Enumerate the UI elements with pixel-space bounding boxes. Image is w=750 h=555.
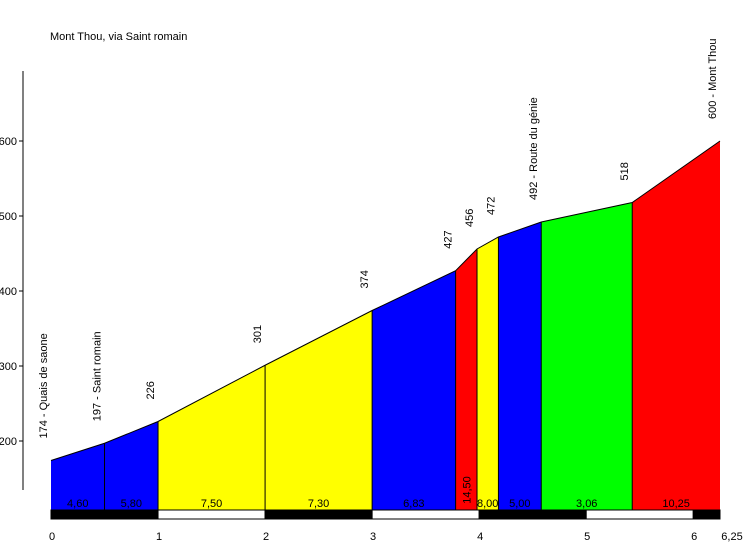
x-tick-label: 6,25: [721, 531, 742, 543]
profile-segment: [541, 202, 633, 510]
x-scale-block: [692, 509, 721, 520]
x-tick-label: 2: [263, 531, 269, 543]
x-tick-label: 5: [584, 531, 590, 543]
profile-segment: [104, 421, 159, 510]
x-tick-label: 4: [477, 531, 483, 543]
point-label: 472: [485, 197, 497, 215]
x-tick-label: 1: [156, 531, 162, 543]
x-scale-block: [585, 509, 694, 520]
point-label: 301: [252, 325, 264, 343]
x-scale-block: [50, 509, 159, 520]
y-tick-label: 500: [0, 211, 17, 223]
gradient-label: 5,00: [509, 498, 530, 510]
profile-segment: [498, 222, 542, 510]
profile-segment: [158, 365, 266, 510]
point-label: 492 - Route du génie: [528, 97, 540, 200]
profile-segment: [477, 237, 499, 510]
y-tick-label: 300: [0, 361, 17, 373]
y-tick-label: 400: [0, 286, 17, 298]
point-label: 226: [145, 381, 157, 399]
point-label: 456: [464, 209, 476, 227]
point-label: 374: [359, 270, 371, 288]
x-tick-label: 0: [49, 531, 55, 543]
gradient-label: 10,25: [662, 498, 690, 510]
profile-segment: [372, 270, 456, 510]
gradient-label: 4,60: [67, 498, 88, 510]
point-label: 427: [443, 230, 455, 248]
gradient-label: 3,06: [576, 498, 597, 510]
gradient-label: 14,50: [461, 476, 473, 504]
x-scale-block: [264, 509, 373, 520]
gradient-label: 6,83: [403, 498, 424, 510]
gradient-label: 7,50: [201, 498, 222, 510]
x-scale-block: [371, 509, 480, 520]
x-tick-label: 6: [691, 531, 697, 543]
gradient-label: 7,30: [308, 498, 329, 510]
y-tick-label: 600: [0, 136, 17, 148]
point-label: 518: [619, 162, 631, 180]
profile-segment: [455, 249, 478, 510]
point-label: 197 - Saint romain: [92, 331, 104, 421]
profile-segment: [265, 310, 373, 510]
gradient-label: 5,80: [121, 498, 142, 510]
y-tick-label: 200: [0, 436, 17, 448]
chart-title: Mont Thou, via Saint romain: [50, 31, 188, 43]
profile-segment: [51, 443, 105, 510]
x-scale-block: [478, 509, 587, 520]
gradient-label: 8,00: [477, 498, 498, 510]
point-label: 600 - Mont Thou: [707, 38, 719, 119]
x-tick-label: 3: [370, 531, 376, 543]
point-label: 174 - Quais de saone: [38, 333, 50, 438]
profile-segment: [632, 141, 720, 510]
x-scale-block: [157, 509, 266, 520]
